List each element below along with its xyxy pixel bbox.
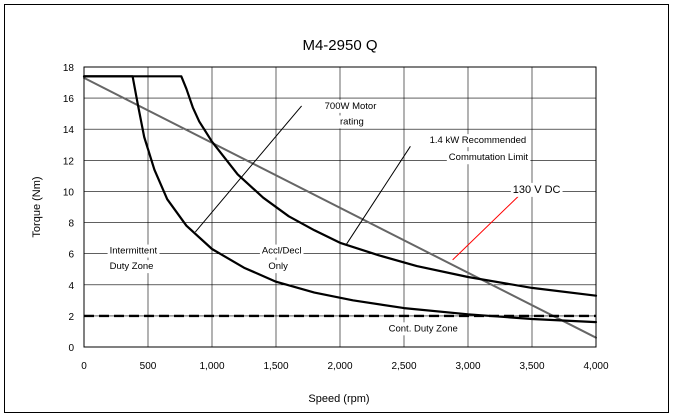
annotation-leader-1 <box>194 105 302 233</box>
annotation-9: Only <box>266 260 291 274</box>
annotation-background <box>259 244 304 258</box>
annotation-text: Intermittent <box>110 246 158 257</box>
x-tick-label: 3,000 <box>455 361 480 372</box>
series-line-3 <box>82 75 598 324</box>
annotation-7: Duty Zone <box>107 260 156 274</box>
annotation-3: 1.4 kW Recommended <box>427 134 529 148</box>
chart-title: M4-2950 Q <box>302 37 377 54</box>
chart-series <box>82 75 598 339</box>
annotation-background <box>107 260 156 274</box>
annotation-text: Duty Zone <box>110 261 154 272</box>
x-tick-label: 1,000 <box>199 361 224 372</box>
annotation-background <box>427 134 529 148</box>
y-tick-label: 0 <box>68 343 74 354</box>
annotation-2: rating <box>338 115 366 129</box>
x-tick-label: 2,000 <box>327 361 352 372</box>
annotation-text: Cont. Duty Zone <box>389 323 458 334</box>
y-axis-label: Torque (Nm) <box>31 176 43 237</box>
annotation-leader-3 <box>452 192 523 261</box>
y-tick-label: 16 <box>63 94 75 105</box>
annotation-6: Intermittent <box>107 244 160 258</box>
x-tick-label: 3,500 <box>519 361 544 372</box>
annotation-10: Cont. Duty Zone <box>386 322 460 336</box>
annotation-background <box>338 115 366 129</box>
annotation-4: Commutation Limit <box>446 151 531 165</box>
annotation-leader-2 <box>345 146 411 245</box>
plot-area-border <box>83 66 597 348</box>
annotation-text: 1.4 kW Recommended <box>430 135 527 146</box>
x-axis-label: Speed (rpm) <box>308 393 369 405</box>
annotation-background <box>107 244 160 258</box>
y-tick-label: 18 <box>63 63 75 74</box>
annotation-text: 130 V DC <box>513 184 561 196</box>
series-line-2 <box>82 75 598 297</box>
annotation-text: Accl/Decl <box>262 246 302 257</box>
y-tick-label: 6 <box>68 250 74 261</box>
series-line-1 <box>83 76 597 339</box>
annotation-text: Commutation Limit <box>449 152 529 163</box>
x-tick-label: 0 <box>81 361 87 372</box>
annotation-5: 130 V DC <box>510 182 563 197</box>
annotation-background <box>446 151 531 165</box>
y-tick-label: 10 <box>63 187 75 198</box>
y-tick-label: 2 <box>68 312 74 323</box>
x-tick-label: 500 <box>140 361 157 372</box>
annotation-1: 700W Motor <box>322 99 379 113</box>
chart-frame <box>4 4 669 413</box>
annotation-background <box>510 182 563 197</box>
y-tick-label: 12 <box>63 156 75 167</box>
x-tick-label: 1,500 <box>263 361 288 372</box>
chart-tick-labels: 0 500 1,000 1,500 2,000 2,500 3,000 3,500 4,000 0… <box>63 63 609 372</box>
x-tick-label: 2,500 <box>391 361 416 372</box>
annotation-text: 700W Motor <box>325 101 377 112</box>
annotation-background <box>266 260 291 274</box>
annotation-8: Accl/Decl <box>259 244 304 258</box>
y-tick-label: 8 <box>68 219 74 230</box>
annotation-text: rating <box>340 116 364 127</box>
annotation-background <box>386 322 460 336</box>
annotation-leaders <box>194 105 523 261</box>
x-tick-label: 4,000 <box>583 361 608 372</box>
annotation-text: Only <box>268 261 288 272</box>
annotation-background <box>322 99 379 113</box>
y-tick-label: 4 <box>68 281 74 292</box>
chart-annotations: 700W Motor rating 1.4 kW Recommended Commut… <box>107 99 563 336</box>
y-tick-label: 14 <box>63 125 75 136</box>
